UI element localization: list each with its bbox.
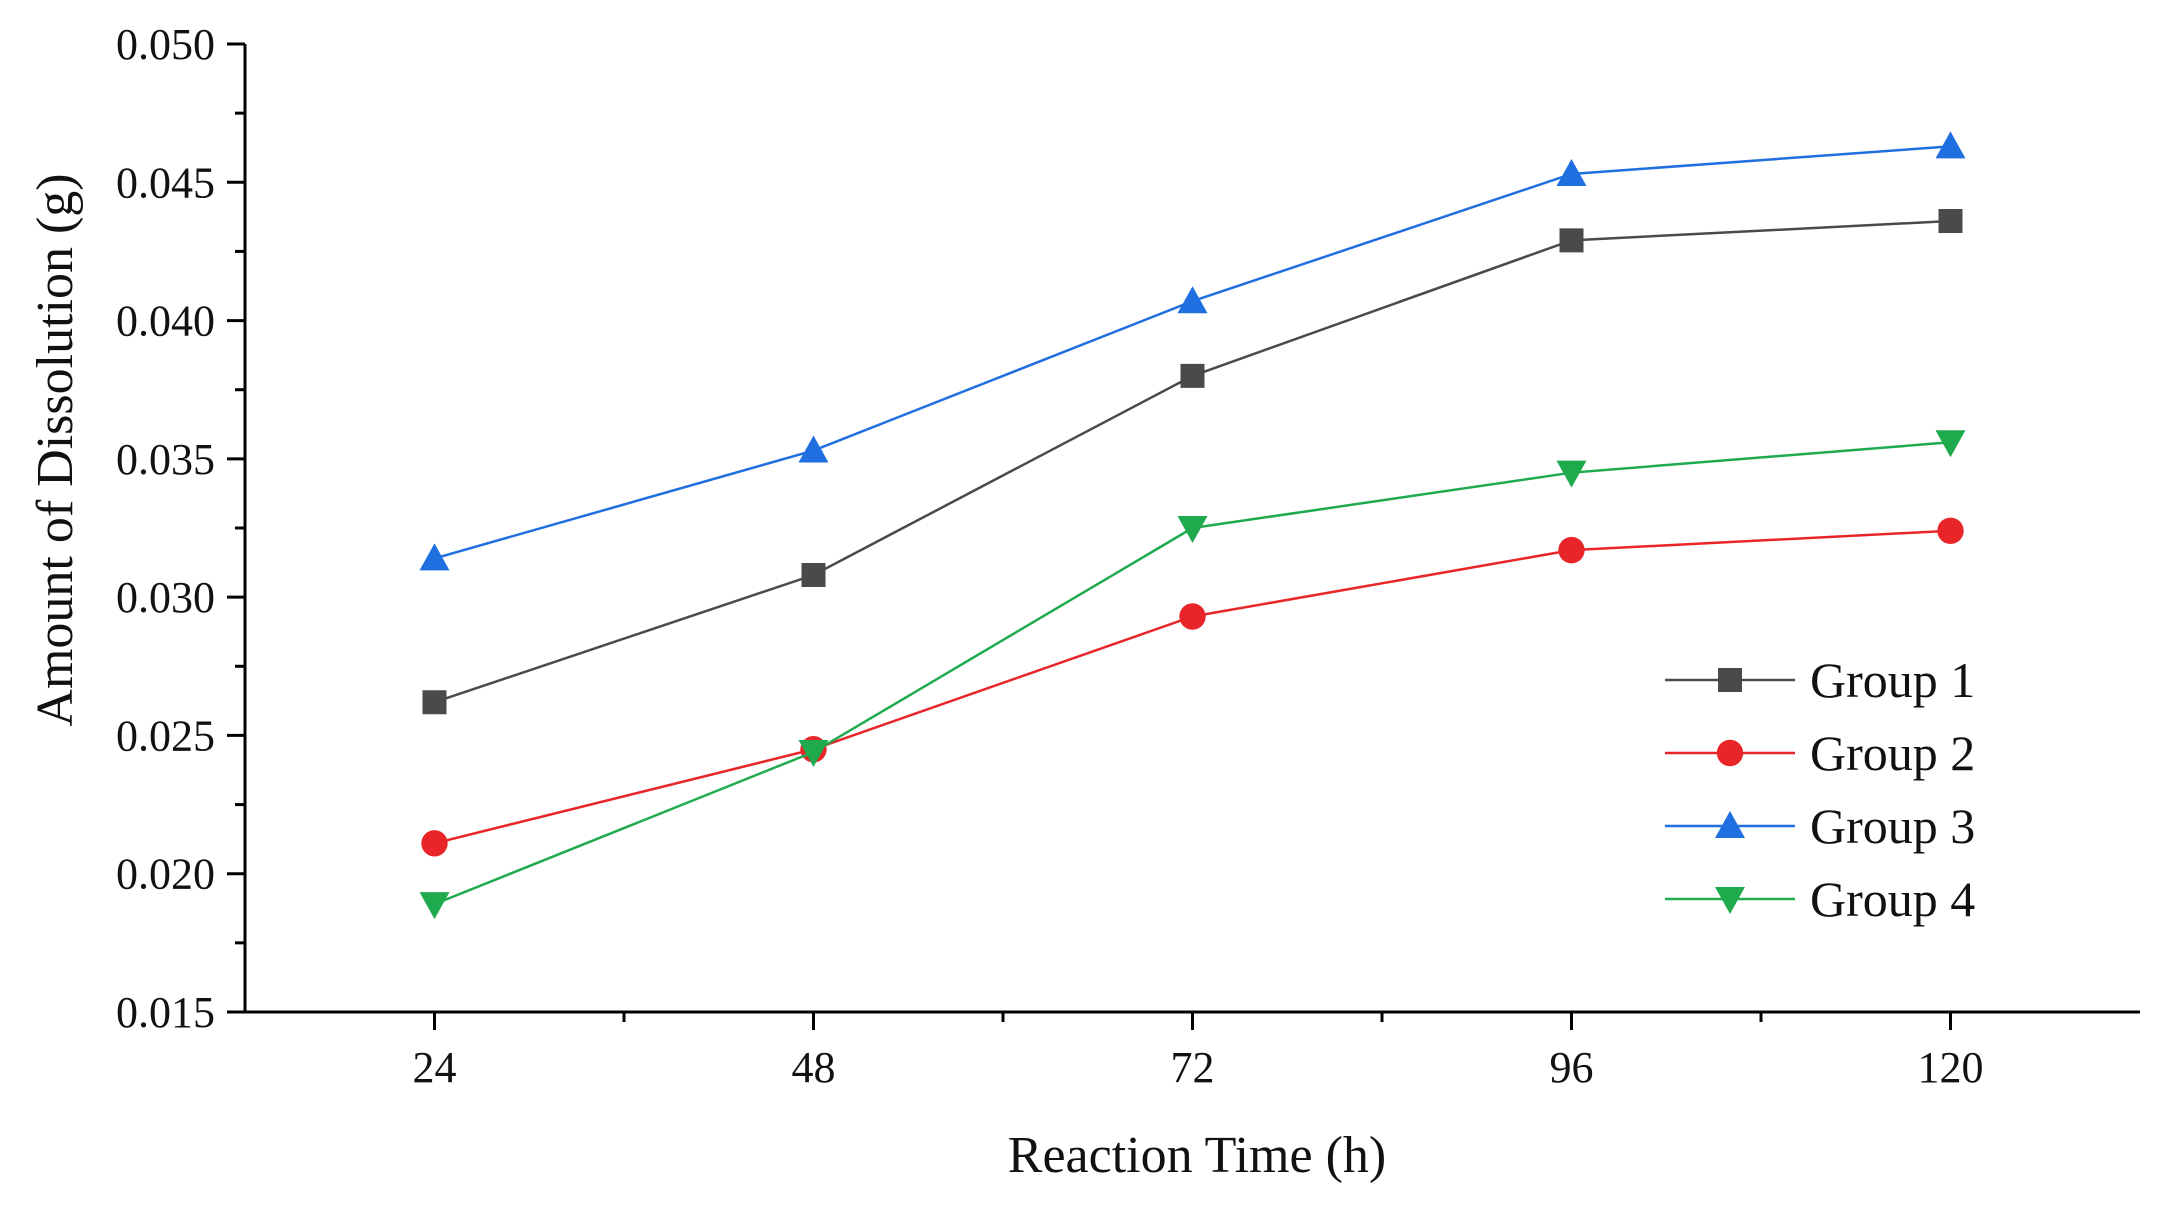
y-tick-label: 0.015 bbox=[116, 988, 215, 1037]
legend-label: Group 1 bbox=[1810, 652, 1975, 708]
data-point bbox=[1935, 131, 1966, 159]
y-axis-title: Amount of Dissolution (g) bbox=[27, 173, 84, 726]
data-point bbox=[1177, 516, 1208, 543]
data-point bbox=[1937, 517, 1964, 544]
legend-label: Group 4 bbox=[1810, 871, 1975, 927]
y-tick-label: 0.050 bbox=[116, 20, 215, 69]
x-tick-label: 96 bbox=[1550, 1043, 1594, 1092]
y-tick-label: 0.040 bbox=[116, 297, 215, 346]
x-tick-label: 120 bbox=[1918, 1043, 1984, 1092]
data-point bbox=[421, 830, 448, 857]
data-point bbox=[1556, 460, 1587, 488]
series-4 bbox=[419, 430, 1966, 920]
data-point bbox=[1180, 363, 1205, 388]
x-tick-label: 72 bbox=[1171, 1043, 1215, 1092]
legend: Group 1 Group 2 Group 3 Group 4 bbox=[1665, 652, 1975, 927]
data-point bbox=[801, 563, 826, 588]
data-point bbox=[1938, 209, 1963, 234]
data-point bbox=[798, 740, 829, 768]
series-group bbox=[419, 131, 1966, 920]
y-tick-label: 0.020 bbox=[116, 850, 215, 899]
data-point bbox=[1177, 286, 1208, 314]
series-1 bbox=[422, 209, 1963, 715]
series-line bbox=[434, 145, 1951, 560]
data-point bbox=[1179, 603, 1206, 630]
data-point bbox=[419, 543, 450, 571]
legend-item: Group 1 bbox=[1665, 652, 1975, 708]
legend-marker bbox=[1718, 668, 1742, 692]
legend-item: Group 4 bbox=[1665, 871, 1975, 927]
x-axis-title: Reaction Time (h) bbox=[1008, 1127, 1386, 1184]
data-point bbox=[419, 892, 450, 920]
legend-label: Group 3 bbox=[1810, 798, 1975, 854]
x-tick-label: 24 bbox=[413, 1043, 457, 1092]
data-point bbox=[422, 690, 447, 715]
data-point bbox=[1935, 430, 1966, 458]
y-tick-label: 0.030 bbox=[116, 573, 215, 622]
data-point bbox=[1559, 228, 1584, 253]
data-point bbox=[798, 435, 829, 463]
data-point bbox=[1556, 158, 1587, 186]
y-tick-label: 0.025 bbox=[116, 711, 215, 760]
y-tick-label: 0.045 bbox=[116, 158, 215, 207]
x-tick-label: 48 bbox=[792, 1043, 836, 1092]
data-point bbox=[1558, 536, 1585, 564]
y-tick-label: 0.035 bbox=[116, 435, 215, 484]
y-ticks: 0.015 0.020 0.025 0.030 0.035 0.040 0.045 0.050 bbox=[116, 20, 245, 1037]
x-ticks: 24 48 72 96 120 bbox=[413, 1012, 1984, 1092]
series-3 bbox=[419, 131, 1966, 571]
legend-item: Group 3 bbox=[1665, 798, 1975, 854]
legend-item: Group 2 bbox=[1665, 725, 1975, 781]
legend-marker bbox=[1716, 739, 1744, 767]
legend-label: Group 2 bbox=[1810, 725, 1975, 781]
legend-marker bbox=[1715, 811, 1745, 838]
legend-marker bbox=[1715, 887, 1745, 914]
